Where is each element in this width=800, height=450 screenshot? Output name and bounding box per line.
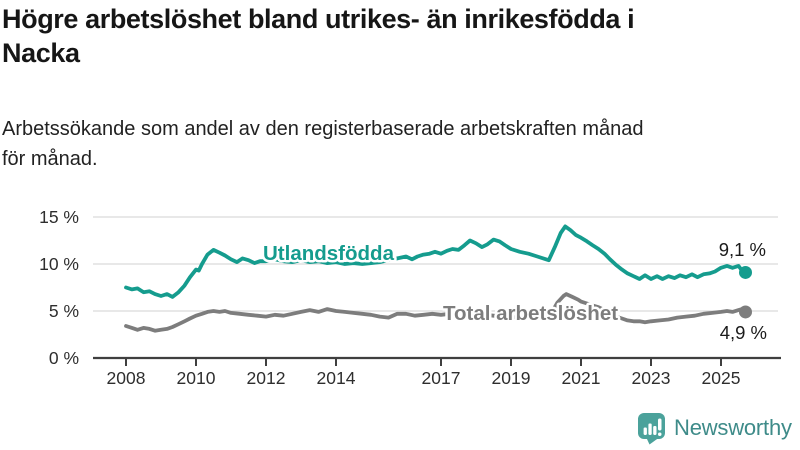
series-line-total <box>124 292 748 333</box>
page-subtitle: Arbetssökande som andel av den registerb… <box>2 118 644 170</box>
x-axis-tick-label: 2019 <box>492 368 531 388</box>
series-label-utlandsfodda: Utlandsfödda <box>263 242 395 265</box>
x-axis-tick-label: 2023 <box>632 368 671 388</box>
brand-name: Newsworthy <box>674 415 792 440</box>
page-title: Högre arbetslöshet bland utrikes- än inr… <box>2 4 635 68</box>
y-axis-tick-label: 10 % <box>39 254 79 274</box>
series-end-dot-utlandsfodda <box>739 265 752 279</box>
x-axis-tick-label: 2014 <box>317 368 356 388</box>
y-axis-tick-label: 5 % <box>49 301 79 321</box>
x-axis-tick-label: 2010 <box>177 368 216 388</box>
series-end-value-utlandsfodda: 9,1 % <box>719 239 766 260</box>
y-axis-tick-label: 15 % <box>39 207 79 227</box>
brand-footer: Newsworthy <box>637 410 792 446</box>
x-axis-tick-label: 2008 <box>107 368 146 388</box>
series-line-utlandsfodda <box>124 224 748 299</box>
y-axis-tick-label: 0 % <box>49 348 79 368</box>
x-axis-tick-label: 2025 <box>702 368 741 388</box>
x-axis-tick-label: 2021 <box>562 368 601 388</box>
x-axis-tick-label: 2017 <box>422 368 461 388</box>
series-end-dot-total <box>739 305 752 319</box>
series-label-total: Total arbetslöshet <box>443 302 618 325</box>
series-end-value-total: 4,9 % <box>720 322 767 343</box>
newsworthy-logo-icon <box>638 413 665 445</box>
x-axis-tick-label: 2012 <box>247 368 286 388</box>
